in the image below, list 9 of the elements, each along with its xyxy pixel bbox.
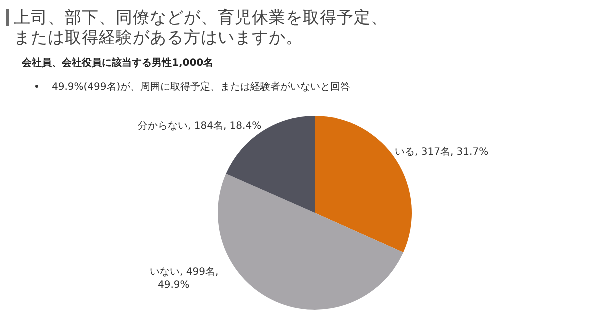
pie-slice [226, 116, 315, 213]
slice-label: いない, 499名, 49.9% [150, 266, 219, 291]
slice-label: いる, 317名, 31.7% [395, 146, 489, 158]
pie-slice [218, 174, 404, 310]
slice-label: 分からない, 184名, 18.4% [138, 120, 262, 132]
chart-subtitle: 会社員、会社役員に該当する男性1,000名 [21, 57, 214, 69]
pie-slice [315, 116, 412, 253]
chart-title: 上司、部下、同僚などが、育児休業を取得予定、または取得経験がある方はいますか。 [14, 8, 388, 47]
text: 49.9%(499名)が、周囲に取得予定、または経験者がいないと回答 [52, 81, 351, 93]
